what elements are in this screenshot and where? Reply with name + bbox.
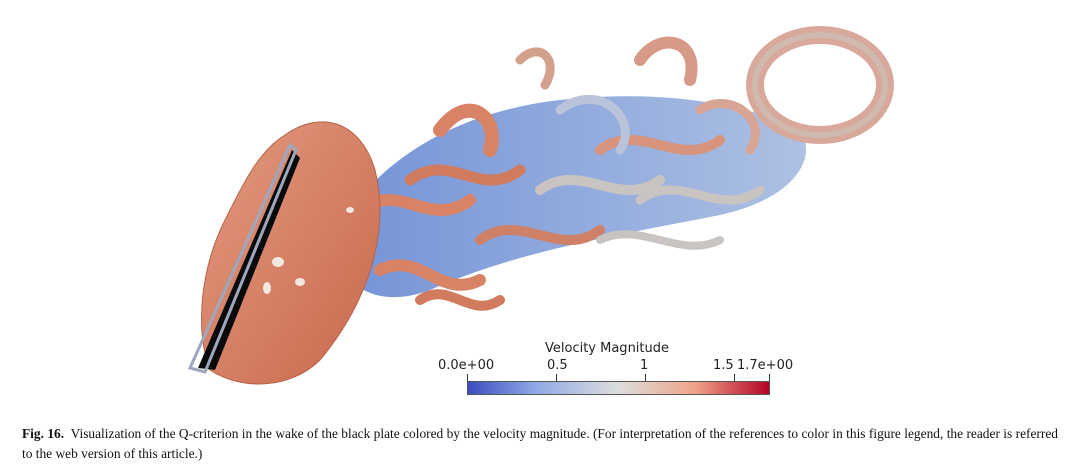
colorbar-tick-label: 1.7e+00: [737, 358, 794, 373]
plate-rim: [187, 142, 298, 374]
colorbar-tick: [734, 374, 735, 381]
colorbar-tick: [556, 374, 557, 381]
q-criterion-visualization: [187, 26, 894, 385]
velocity-colorbar: [467, 381, 770, 395]
vortex-structures: [354, 36, 765, 311]
colorbar-tick: [769, 374, 770, 381]
colorbar-tick-label: 0.5: [547, 358, 568, 373]
figure-label: Fig. 16.: [22, 426, 65, 441]
colorbar-tick-label: 1: [640, 358, 649, 373]
colorbar-tick: [467, 374, 468, 381]
ring-vortex: [746, 26, 894, 144]
colorbar-tick: [645, 374, 646, 381]
colorbar-tick-label: 1.5: [713, 358, 734, 373]
colorbar-title: Velocity Magnitude: [545, 341, 670, 356]
figure-caption: Fig. 16. Visualization of the Q-criterio…: [22, 424, 1058, 464]
colorbar-tick-label: 0.0e+00: [438, 358, 495, 373]
caption-text: Visualization of the Q-criterion in the …: [22, 426, 1058, 461]
shear-layer-holes: [263, 207, 354, 294]
shear-layer: [201, 121, 381, 385]
